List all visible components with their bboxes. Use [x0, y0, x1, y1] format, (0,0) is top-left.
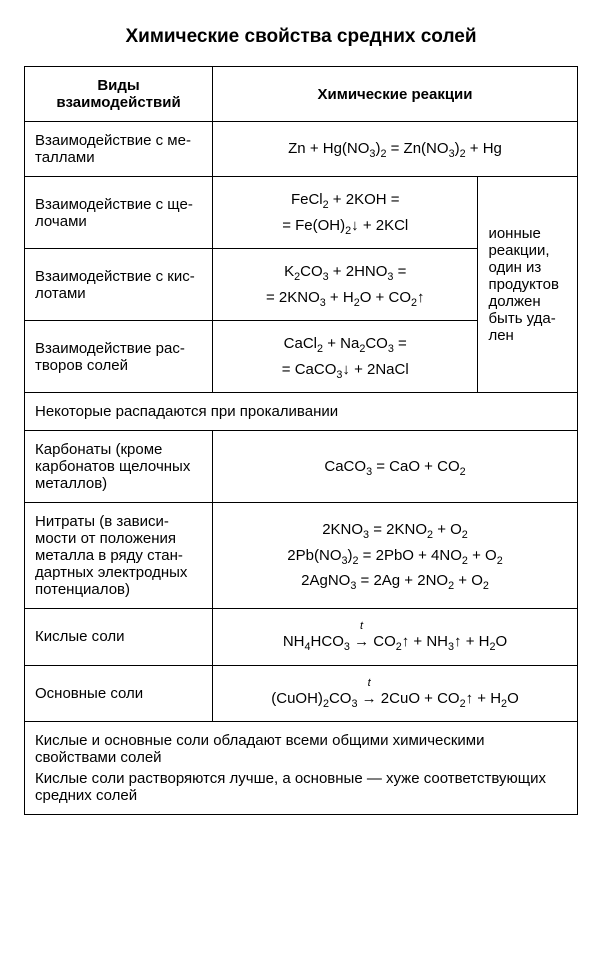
- row-footer: Кислые и основные соли обладают всеми об…: [25, 722, 578, 815]
- properties-table: Виды взаимодействий Химические реакции В…: [24, 66, 578, 815]
- label-metals: Взаимодействие с ме­таллами: [25, 122, 213, 177]
- label-salts: Взаимодействие рас­творов солей: [25, 321, 213, 393]
- reaction-acids: K2CO3 + 2HNO3 == 2KNO3 + H2O + CO2↑: [213, 249, 478, 321]
- label-carbonates: Карбонаты (кроме карбонатов щелочных мет…: [25, 431, 213, 503]
- reaction-metals: Zn + Hg(NO3)2 = Zn(NO3)2 + Hg: [213, 122, 578, 177]
- row-carbonates: Карбонаты (кроме карбонатов щелочных мет…: [25, 431, 578, 503]
- row-nitrates: Нитраты (в зависи­мости от положения мет…: [25, 503, 578, 609]
- reaction-carbonates: CaCO3 = CaO + CO2: [213, 431, 578, 503]
- header-col1: Виды взаимодействий: [25, 67, 213, 122]
- section-heading: Некоторые распадаются при прокаливании: [25, 393, 578, 431]
- row-basic-salts: Основные соли (CuOH)2CO3 t→ 2CuO + CO2↑ …: [25, 665, 578, 722]
- footer-line2: Кислые соли растворяются лучше, а основн…: [35, 770, 567, 804]
- row-section-heading: Некоторые распадаются при прокаливании: [25, 393, 578, 431]
- header-col2: Химические реакции: [213, 67, 578, 122]
- reaction-alkalis: FeCl2 + 2KOH == Fe(OH)2↓ + 2KCl: [213, 177, 478, 249]
- reaction-nitrates: 2KNO3 = 2KNO2 + O2 2Pb(NO3)2 = 2PbO + 4N…: [213, 503, 578, 609]
- label-acids: Взаимодействие с кис­лотами: [25, 249, 213, 321]
- side-note: ионные реакции, один из продуктов должен…: [478, 177, 578, 393]
- page-title: Химические свойства средних солей: [24, 26, 578, 48]
- reaction-salts: CaCl2 + Na2CO3 == CaCO3↓ + 2NaCl: [213, 321, 478, 393]
- reaction-basic-salts: (CuOH)2CO3 t→ 2CuO + CO2↑ + H2O: [213, 665, 578, 722]
- reaction-acid-salts: NH4HCO3 t→ CO2↑ + NH3↑ + H2O: [213, 609, 578, 666]
- label-basic-salts: Основные соли: [25, 665, 213, 722]
- label-nitrates: Нитраты (в зависи­мости от положения мет…: [25, 503, 213, 609]
- row-alkalis: Взаимодействие с ще­лочами FeCl2 + 2KOH …: [25, 177, 578, 249]
- header-row: Виды взаимодействий Химические реакции: [25, 67, 578, 122]
- label-alkalis: Взаимодействие с ще­лочами: [25, 177, 213, 249]
- footer-line1: Кислые и основные соли обладают всеми об…: [35, 732, 567, 766]
- row-metals: Взаимодействие с ме­таллами Zn + Hg(NO3)…: [25, 122, 578, 177]
- label-acid-salts: Кислые соли: [25, 609, 213, 666]
- footer-cell: Кислые и основные соли обладают всеми об…: [25, 722, 578, 815]
- row-acid-salts: Кислые соли NH4HCO3 t→ CO2↑ + NH3↑ + H2O: [25, 609, 578, 666]
